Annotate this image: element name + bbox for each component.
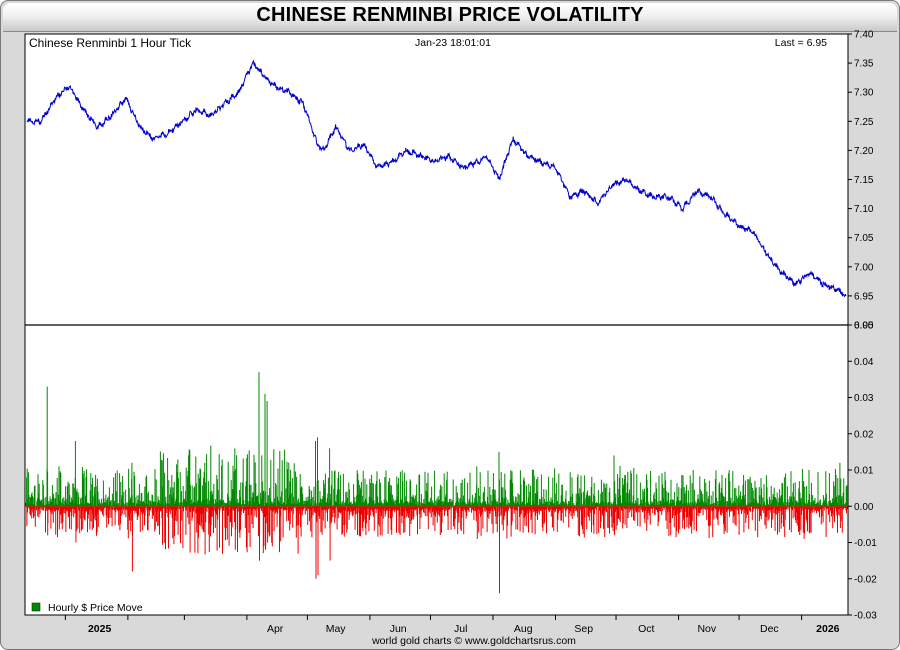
price-y-tick-label: 7.20 <box>854 146 874 157</box>
volatility-y-tick-label: 0.05 <box>854 321 874 332</box>
price-y-tick-label: 6.90 <box>854 321 874 332</box>
price-y-tick-label: 7.15 <box>854 175 874 186</box>
x-axis-label: Dec <box>760 623 779 635</box>
volatility-y-tick-label: -0.03 <box>854 611 877 622</box>
price-header-left: Chinese Renminbi 1 Hour Tick <box>29 36 192 50</box>
x-axis-label: Apr <box>267 623 284 635</box>
price-header-center: Jan-23 18:01:01 <box>415 37 491 49</box>
volatility-y-tick-label: 0.04 <box>854 357 874 368</box>
legend-swatch <box>31 602 41 612</box>
volatility-y-tick-label: 0.02 <box>854 429 874 440</box>
price-y-tick-label: 7.10 <box>854 204 874 215</box>
x-axis-label: 2026 <box>816 623 840 635</box>
x-axis-label: Sep <box>574 623 593 635</box>
price-y-tick-label: 6.95 <box>854 291 874 302</box>
price-y-tick-label: 7.40 <box>854 30 874 41</box>
chart-title: CHINESE RENMINBI PRICE VOLATILITY <box>256 4 644 26</box>
price-series-line <box>26 59 847 298</box>
volatility-y-tick-label: -0.02 <box>854 574 877 585</box>
price-y-tick-label: 7.00 <box>854 262 874 273</box>
price-y-tick-label: 7.30 <box>854 88 874 99</box>
x-axis-label: May <box>326 623 347 635</box>
price-y-tick-label: 7.05 <box>854 233 874 244</box>
x-axis-label: 2025 <box>88 623 112 635</box>
volatility-panel <box>25 325 848 615</box>
price-panel <box>25 34 848 325</box>
price-header-right: Last = 6.95 <box>775 37 827 49</box>
volatility-bars <box>25 372 848 594</box>
volatility-y-tick-label: 0.03 <box>854 393 874 404</box>
legend-label: Hourly $ Price Move <box>48 602 143 614</box>
x-axis-label: Aug <box>514 623 533 635</box>
volatility-y-tick-label: -0.01 <box>854 538 877 549</box>
title-bar <box>3 3 897 32</box>
volatility-y-tick-label: 0.00 <box>854 502 874 513</box>
x-axis-label: Nov <box>697 623 716 635</box>
price-y-tick-label: 7.35 <box>854 59 874 70</box>
x-axis-label: Jul <box>454 623 467 635</box>
footer-credit: world gold charts © www.goldchartsrus.co… <box>371 635 576 647</box>
volatility-y-tick-label: 0.01 <box>854 466 874 477</box>
x-axis-label: Oct <box>638 623 654 635</box>
price-y-tick-label: 7.25 <box>854 117 874 128</box>
x-axis-label: Jun <box>390 623 407 635</box>
